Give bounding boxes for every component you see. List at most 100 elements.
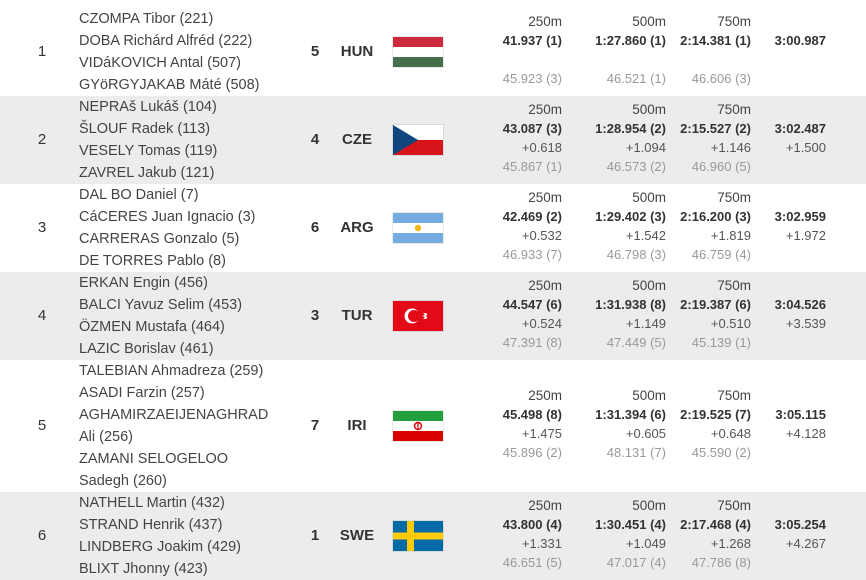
crew-list: DAL BO Daniel (7) CáCERES Juan Ignacio (3… [79,184,309,272]
rank-number: 3 [37,219,47,236]
segment-time: 45.896 (2) [502,445,562,460]
crew-list: ERKAN Engin (456) BALCI Yavuz Selim (453)… [79,272,309,360]
split-label: 500m [632,190,666,205]
rank-number: 5 [37,417,47,434]
split-diff: +1.819 [710,228,751,243]
nation-code: IRI [347,417,367,434]
split-time: 2:14.381 (1) [680,33,751,48]
crew-member: Ali (256) [79,429,133,445]
crew-member: NATHELL Martin (432) [79,495,225,511]
finish-time: 3:04.526 [774,297,826,312]
crew-member: BALCI Yavuz Selim (453) [79,297,243,313]
crew-member: AGHAMIRZAEIJENAGHRAD [79,407,269,423]
finish-diff: +1.500 [785,140,826,155]
result-row: 1 CZOMPA Tibor (221) DOBA Richárd Alfréd (… [0,8,866,96]
split-time: 41.937 (1) [502,33,562,48]
crew-member: ZAVREL Jakub (121) [79,165,215,181]
segment-time: 46.521 (1) [606,71,666,86]
crew-member: CARRERAS Gonzalo (5) [79,231,240,247]
split-times: 250m 41.937 (1) 45.923 (3) 500m 1:27.860 (1)… [480,8,866,96]
crew-member: DE TORRES Pablo (8) [79,253,226,269]
split-diff: +1.331 [521,536,562,551]
split-time: 2:16.200 (3) [680,209,751,224]
split-diff: +1.094 [625,140,666,155]
split-time: 2:19.387 (6) [680,297,751,312]
crew-member: STRAND Henrik (437) [79,517,223,533]
segment-time: 46.651 (5) [502,555,562,570]
lane-number: 4 [310,131,320,148]
split-diff: +0.524 [521,316,562,331]
crew-member: GYöRGYJAKAB Máté (508) [79,77,260,93]
split-label: 750m [717,388,751,403]
rank-number: 6 [37,527,47,544]
result-row: 3 DAL BO Daniel (7) CáCERES Juan Ignacio (… [0,184,866,272]
split-diff: +0.648 [710,426,751,441]
crew-list: TALEBIAN Ahmadreza (259) ASADI Farzin (25… [79,360,309,492]
split-diff: +1.542 [625,228,666,243]
crew-member: LINDBERG Joakim (429) [79,539,241,555]
split-label: 750m [717,14,751,29]
split-diff: +1.149 [625,316,666,331]
split-time: 2:15.527 (2) [680,121,751,136]
rank-number: 1 [37,43,47,60]
segment-time: 46.573 (2) [606,159,666,174]
split-label: 250m [528,14,562,29]
rank-number: 2 [37,131,47,148]
split-times: 250m 45.498 (8) +1.475 45.896 (2) 500m 1:31.3… [480,382,866,470]
finish-time: 3:02.959 [774,209,826,224]
segment-time: 48.131 (7) [606,445,666,460]
nation-code: ARG [340,219,374,236]
segment-time: 46.960 (5) [691,159,751,174]
split-time: 43.087 (3) [502,121,562,136]
segment-time: 45.923 (3) [502,71,562,86]
split-time: 43.800 (4) [502,517,562,532]
split-diff: +0.605 [625,426,666,441]
split-label: 250m [528,498,562,513]
nation-code: SWE [339,527,375,544]
result-row: 2 NEPRAš Lukáš (104) ŠLOUF Radek (113) VESE… [0,96,866,184]
split-diff: +1.268 [710,536,751,551]
crew-member: ASADI Farzin (257) [79,385,205,401]
crew-member: CáCERES Juan Ignacio (3) [79,209,256,225]
split-times: 250m 43.800 (4) +1.331 46.651 (5) 500m 1:30.4… [480,492,866,580]
crew-list: NEPRAš Lukáš (104) ŠLOUF Radek (113) VESEL… [79,96,309,184]
nation-code: HUN [340,43,374,60]
split-diff: +0.532 [521,228,562,243]
split-time: 1:31.394 (6) [595,407,666,422]
split-diff: +1.049 [625,536,666,551]
split-label: 250m [528,388,562,403]
split-label: 750m [717,278,751,293]
split-label: 750m [717,498,751,513]
split-time: 1:30.451 (4) [595,517,666,532]
crew-member: ZAMANI SELOGELOO [79,451,229,467]
split-time: 1:27.860 (1) [595,33,666,48]
segment-time: 47.017 (4) [606,555,666,570]
turkey-flag [393,301,443,331]
result-row: 4 ERKAN Engin (456) BALCI Yavuz Selim (453… [0,272,866,360]
lane-number: 3 [310,307,320,324]
split-label: 750m [717,102,751,117]
split-times: 250m 43.087 (3) +0.618 45.867 (1) 500m 1:28.9… [480,96,866,184]
crew-member: VESELY Tomas (119) [79,143,218,159]
split-label: 250m [528,278,562,293]
split-time: 1:28.954 (2) [595,121,666,136]
segment-time: 46.606 (3) [691,71,751,86]
finish-time: 3:00.987 [774,33,826,48]
crew-member: ERKAN Engin (456) [79,275,208,291]
crew-list: NATHELL Martin (432) STRAND Henrik (437) L… [79,492,309,580]
crew-member: VIDáKOVICH Antal (507) [79,55,241,71]
split-label: 500m [632,498,666,513]
split-time: 1:31.938 (8) [595,297,666,312]
lane-number: 6 [310,219,320,236]
lane-number: 1 [310,527,320,544]
finish-time: 3:05.115 [775,407,826,422]
crew-member: LAZIC Borislav (461) [79,341,214,357]
segment-time: 45.139 (1) [691,335,751,350]
segment-time: 45.590 (2) [691,445,751,460]
crew-member: NEPRAš Lukáš (104) [79,99,217,115]
split-time: 1:29.402 (3) [595,209,666,224]
split-label: 500m [632,278,666,293]
crew-member: ŠLOUF Radek (113) [79,121,211,137]
hungary-flag [393,37,443,67]
